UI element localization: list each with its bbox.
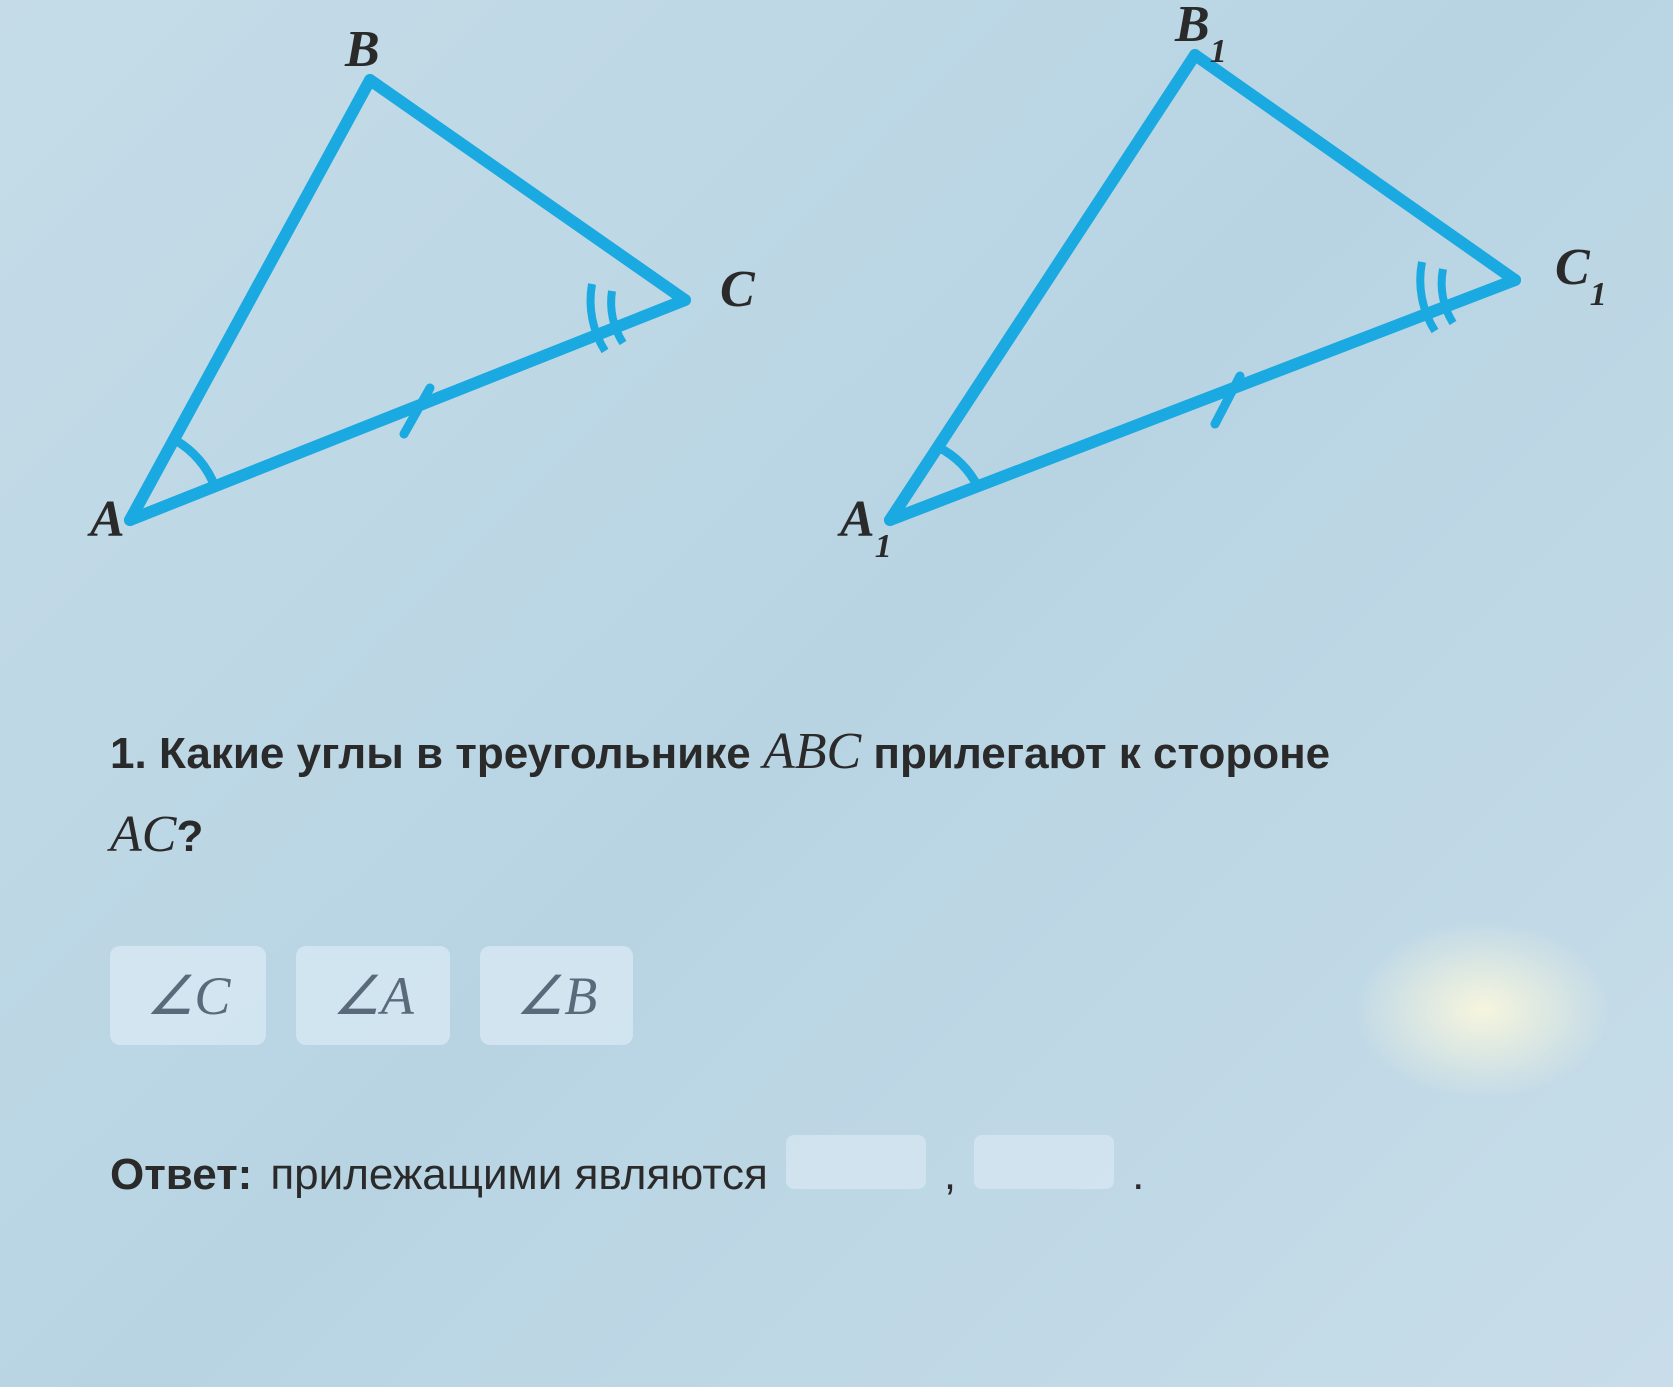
answer-blank-1[interactable] — [786, 1135, 926, 1189]
label-A: A — [90, 490, 125, 549]
label-C: C — [720, 260, 755, 319]
question-math-ac: AC — [110, 806, 176, 863]
label-A1: A1 — [840, 490, 892, 556]
label-B1: B1 — [1175, 0, 1227, 61]
answer-chips: ∠C ∠A ∠B — [110, 946, 1563, 1045]
label-C1: C1 — [1555, 238, 1607, 304]
answer-row: Ответ: прилежащими являются , . — [110, 1135, 1563, 1200]
question-part2: прилегают к стороне — [861, 729, 1330, 778]
answer-period: . — [1132, 1150, 1144, 1200]
triangle-abc — [0, 0, 800, 650]
question-text: 1. Какие углы в треугольнике ABC прилега… — [110, 710, 1563, 876]
answer-label: Ответ: — [110, 1150, 252, 1200]
label-B: B — [345, 20, 380, 79]
triangle-a1b1c1 — [760, 0, 1660, 650]
chip-angle-A[interactable]: ∠A — [296, 946, 449, 1045]
diagram-area: A B C A1 B1 C1 — [0, 0, 1673, 650]
question-math-abc: ABC — [763, 723, 861, 780]
answer-text: прилежащими являются — [270, 1150, 767, 1200]
question-part3: ? — [176, 812, 203, 861]
chip-angle-C[interactable]: ∠C — [110, 946, 266, 1045]
answer-blank-2[interactable] — [974, 1135, 1114, 1189]
chip-angle-B[interactable]: ∠B — [480, 946, 633, 1045]
question-part1: Какие углы в треугольнике — [159, 729, 763, 778]
question-area: 1. Какие углы в треугольнике ABC прилега… — [0, 650, 1673, 1200]
answer-comma: , — [944, 1150, 956, 1200]
question-number: 1. — [110, 729, 147, 778]
